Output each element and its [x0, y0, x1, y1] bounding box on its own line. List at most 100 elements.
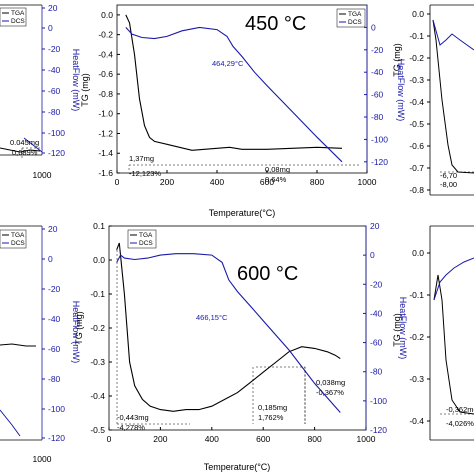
tga-curve-top-left	[0, 147, 41, 153]
y2-axis-label: HeatFlow (mW)	[71, 49, 81, 112]
y-axis-label: TG (mg)	[392, 43, 402, 77]
x-tick-label: 800	[310, 177, 324, 187]
x-axis-label: Temperature(°C)	[204, 462, 271, 472]
y-tick: -0.8	[409, 185, 424, 195]
x-axis-label: Temperature(°C)	[209, 208, 276, 218]
y2-tick-label: -20	[370, 279, 383, 289]
y-axis-label: TG (mg)	[80, 73, 90, 107]
legend-tga-label: TGA	[348, 11, 362, 18]
legend-tga-label: TGA	[11, 232, 25, 239]
y-tick: -0.5	[409, 119, 424, 129]
y2-tick: -40	[48, 314, 61, 324]
y-tick-label: -0.2	[98, 30, 113, 40]
y-tick: -0.4	[409, 416, 424, 426]
y-tick-label: -1.2	[98, 128, 113, 138]
peak-annotation: 466,15°C	[196, 313, 228, 322]
y2-tick-label: -80	[370, 367, 383, 377]
y2-ticks-bottom-left: 20 0 -20 -40 -60 -80 -100 -120	[42, 224, 65, 443]
annotation: -12,123%	[129, 169, 161, 178]
y2-tick: -80	[48, 107, 61, 117]
y2-tick: -20	[48, 284, 61, 294]
legend-bottom-left: TGA DCS	[0, 229, 27, 249]
y-tick-label: -0.8	[98, 89, 113, 99]
y2-tick: -20	[48, 44, 61, 54]
tga-curve	[125, 14, 343, 151]
chart-title: 600 °C	[237, 263, 298, 285]
y2-tick: -120	[48, 433, 65, 443]
dcs-curve-top-left	[23, 137, 43, 153]
panel-bottom-right: 0.0 -0.1 -0.2 -0.3 -0.4 TG (mg) -0,362mg…	[392, 225, 474, 441]
y-tick-label: -1.0	[98, 109, 113, 119]
annotation: 0,689%	[12, 148, 38, 157]
y-tick: -0.1	[409, 31, 424, 41]
x-tick-label: 600	[256, 434, 270, 444]
y2-tick-label: 0	[371, 22, 376, 32]
y2-tick: -100	[48, 404, 65, 414]
y-ticks-top-right: 0.0 -0.1 -0.2 -0.3 -0.4 -0.5 -0.6 -0.7 -…	[409, 9, 430, 195]
y-tick: -0.2	[409, 53, 424, 63]
annotation: 0.045mg	[10, 138, 39, 147]
x-tick-label: 600	[260, 177, 274, 187]
y-tick-label: -0.4	[98, 49, 113, 59]
y2-tick-label: -120	[371, 157, 388, 167]
x-tick-label: 0	[115, 177, 120, 187]
legend-dcs-label: DCS	[139, 240, 153, 247]
x-tick-label: 0	[107, 434, 112, 444]
y-tick-label: -0.5	[90, 425, 105, 435]
x-tick-label: 1000	[357, 434, 376, 444]
annotation: -4,026%	[446, 419, 474, 428]
x-tick-label: 1000	[358, 177, 377, 187]
y-tick: 0.0	[412, 9, 424, 19]
y-tick: -0.3	[409, 374, 424, 384]
panel-top-right: 0.0 -0.1 -0.2 -0.3 -0.4 -0.5 -0.6 -0.7 -…	[392, 4, 474, 196]
y-tick-label: 0.1	[93, 221, 105, 231]
legend-top-left: TGA DCS	[0, 7, 27, 27]
y-tick-label: 0.0	[93, 255, 105, 265]
y-tick: -0.7	[409, 163, 424, 173]
annotation: -0,367%	[316, 388, 344, 397]
y-tick-label: -0.4	[90, 391, 105, 401]
x-tick-label: 800	[308, 434, 322, 444]
chart-title: 450 °C	[245, 13, 306, 35]
x-tick-label: 400	[205, 434, 219, 444]
panel-600c: 600 °C TGA DCS 0 200 400 600 800 10000.10.0-0…	[74, 221, 408, 472]
annotation: -6,70	[440, 171, 457, 180]
legend-450c: TGA DCS	[336, 8, 366, 28]
annotation: 0,64%	[265, 175, 287, 184]
y2-tick-label: -60	[370, 338, 383, 348]
y2-tick-label: -100	[371, 134, 388, 144]
y2-tick: -100	[48, 128, 65, 138]
dcs-curve	[125, 26, 343, 163]
y2-tick-label: 0	[370, 250, 375, 260]
y2-axis-label: HeatFlow (mW)	[396, 59, 406, 122]
tga-curve	[116, 242, 341, 412]
panel-bottom-left: TGA DCS 20 0 -20 -40 -60 -80 -100 -120 H…	[0, 224, 81, 464]
y-tick-label: -0.1	[90, 289, 105, 299]
dcs-curve-top-right	[432, 19, 474, 51]
y2-tick-label: 20	[370, 221, 380, 231]
y2-axis-label: HeatFlow (mW)	[71, 301, 81, 364]
y2-tick-label: -20	[371, 45, 384, 55]
x-tick: 1000	[33, 170, 52, 180]
x-tick: 1000	[33, 454, 52, 464]
y-tick-label: -1.4	[98, 148, 113, 158]
x-tick-label: 200	[153, 434, 167, 444]
legend-dcs-label: DCS	[348, 19, 362, 26]
y-tick: -0.4	[409, 97, 424, 107]
y2-tick-label: -40	[371, 67, 384, 77]
x-tick-label: 200	[160, 177, 174, 187]
y-tick-label: -0.6	[98, 69, 113, 79]
y2-ticks-top-left: 20 0 -20 -40 -60 -80 -100 -120	[42, 3, 65, 158]
annotation: -4,278%	[117, 423, 145, 432]
y-tick: -0.6	[409, 141, 424, 151]
y2-tick: -60	[48, 344, 61, 354]
y2-tick: -120	[48, 148, 65, 158]
y2-axis-label: HeatFlow (mW)	[398, 297, 408, 360]
y-tick: -0.3	[409, 75, 424, 85]
annotation: -0,362mg	[446, 405, 474, 414]
dcs-curve	[116, 253, 341, 413]
x-tick-label: 400	[210, 177, 224, 187]
y-tick-label: -1.6	[98, 168, 113, 178]
y2-tick: 0	[48, 254, 53, 264]
